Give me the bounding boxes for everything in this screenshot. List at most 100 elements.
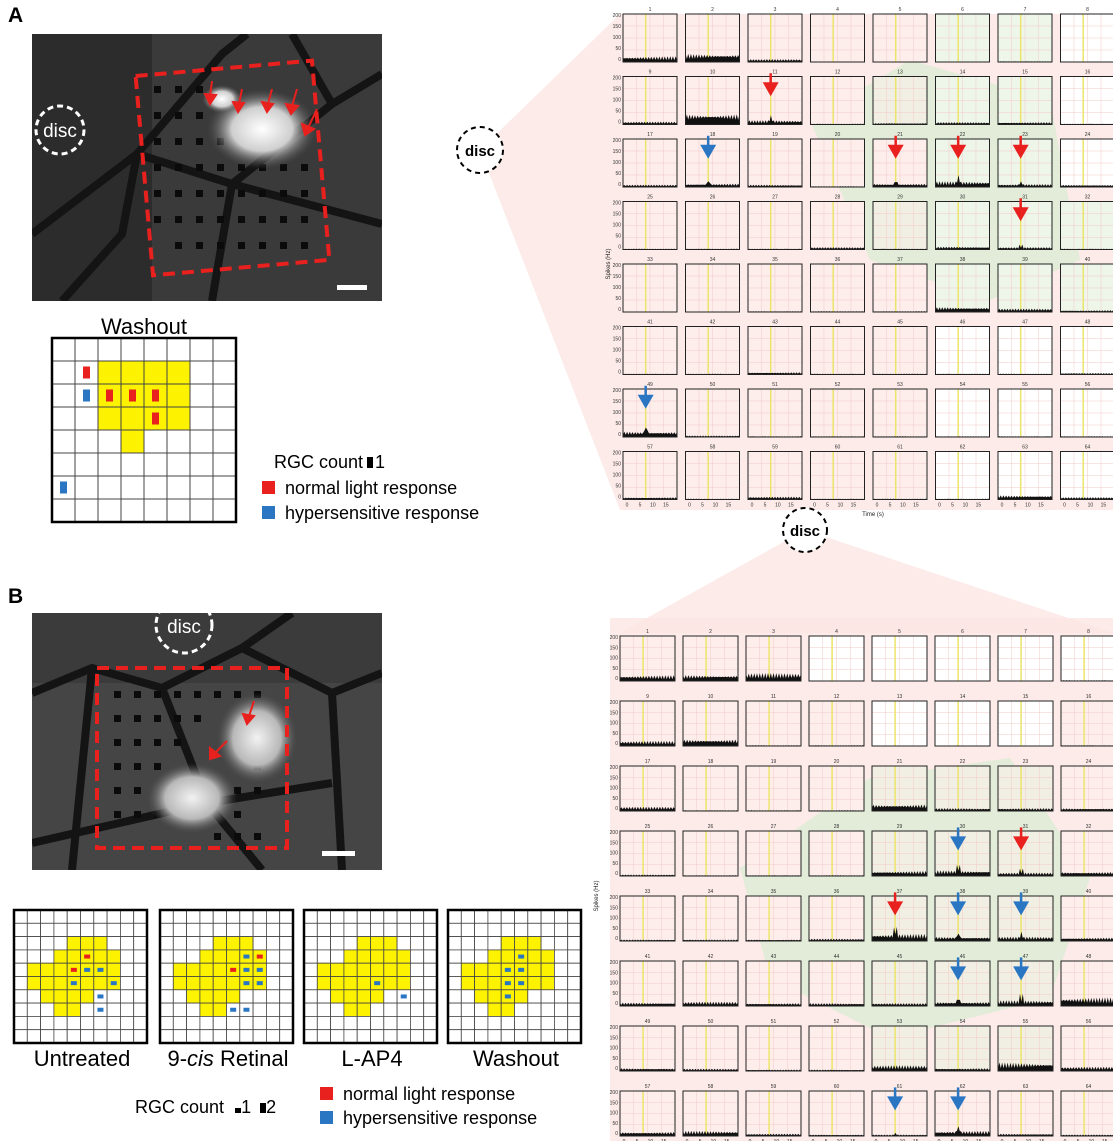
grid-cell	[567, 989, 582, 1004]
blue-arrow-icon	[637, 394, 654, 409]
grid-cell	[316, 936, 332, 951]
grid-cell	[410, 949, 425, 964]
grid-cell	[189, 406, 214, 431]
mea-channel-64: 64	[1060, 445, 1113, 500]
panel-a-scale-bar	[337, 285, 367, 290]
channel-border	[685, 201, 740, 250]
mea-channel-10: 10	[685, 70, 740, 125]
grid-cell	[487, 1002, 502, 1017]
x-tick-label: 5	[1014, 503, 1017, 509]
mea-channel-2: 2	[685, 7, 740, 63]
mea-channel-5: 5	[871, 629, 928, 682]
grid-cell	[316, 1002, 332, 1017]
channel-border	[685, 263, 740, 313]
mea-channel-30: 30	[935, 195, 990, 250]
spike-histogram	[998, 993, 1053, 1006]
mea-channel-23: 23	[997, 759, 1054, 812]
grid-cell	[330, 1002, 345, 1017]
grid-cell	[51, 383, 76, 408]
channel-number: 33	[647, 257, 653, 263]
channel-border	[685, 13, 740, 63]
y-tick-label: 100	[610, 851, 619, 857]
channel-number: 18	[708, 759, 714, 765]
grid-cell	[80, 1002, 95, 1017]
y-tick-label: 100	[613, 35, 622, 41]
x-tick-label: 15	[850, 1139, 856, 1141]
channel-border	[682, 700, 739, 747]
grid-cell	[527, 909, 542, 924]
grid-cell	[500, 1029, 515, 1044]
x-tick-label: 5	[951, 1139, 954, 1141]
mea-channel-8: 8	[1060, 7, 1113, 63]
mea-channel-56: 56	[1060, 1019, 1113, 1072]
channel-number: 28	[834, 824, 840, 830]
grid-cell	[166, 429, 191, 454]
channel-number: 47	[1022, 320, 1028, 326]
mea-channel-61: 61	[871, 1084, 928, 1137]
mea-channel-29: 29	[872, 195, 928, 250]
spike-histogram	[935, 933, 990, 941]
grid-cell	[166, 406, 191, 431]
grid-cell	[93, 909, 108, 924]
grid-cell	[383, 936, 398, 951]
grid-cell	[166, 498, 191, 523]
grid-cell	[53, 949, 68, 964]
channel-border	[747, 451, 803, 500]
grid-cell	[410, 936, 425, 951]
y-tick-label: 100	[613, 473, 622, 479]
grid-cell	[447, 962, 462, 977]
channel-number: 52	[835, 382, 841, 388]
grid-cell	[356, 976, 371, 991]
grid-cell	[279, 962, 294, 977]
y-tick-label: 0	[618, 307, 621, 313]
grid-cell	[279, 1002, 294, 1017]
channel-border	[747, 326, 803, 375]
grid-cell	[106, 1016, 121, 1031]
grid-cell	[172, 1029, 188, 1044]
channel-border	[619, 895, 676, 942]
grid-cell	[460, 962, 476, 977]
grid-cell	[316, 1029, 332, 1044]
channel-number: 43	[772, 320, 778, 326]
mea-channel-4: 4	[810, 7, 865, 63]
grid-cell	[316, 949, 332, 964]
channel-border	[622, 263, 678, 313]
grid-cell	[474, 1002, 489, 1017]
mea-channel-19: 19	[745, 759, 802, 812]
spike-histogram	[746, 1003, 801, 1006]
y-tick-label: 150	[610, 970, 619, 976]
channel-number: 41	[647, 320, 653, 326]
grid-cell	[80, 1016, 95, 1031]
panel-a-dashed-box	[133, 58, 332, 278]
grid-cell	[410, 989, 425, 1004]
grid-cell	[500, 1002, 515, 1017]
channel-number: 59	[772, 445, 778, 451]
grid-cell	[13, 1016, 28, 1031]
grid-cell	[106, 962, 121, 977]
channel-number: 44	[835, 320, 841, 326]
y-axis-label: Spikes (Hz)	[606, 248, 612, 279]
grid-cell	[212, 1029, 227, 1044]
hypersensitive-response-mark	[400, 994, 407, 999]
grid-cell	[159, 962, 174, 977]
grid-cell	[527, 949, 542, 964]
grid-cell	[13, 949, 28, 964]
grid-cell	[527, 1029, 542, 1044]
x-tick-label: 0	[875, 1139, 878, 1141]
mea-channel-54: 54	[934, 1019, 991, 1072]
channel-number: 5	[898, 629, 901, 635]
mea-channel-1: 1	[619, 629, 676, 682]
panel-b-disc-circle	[154, 613, 214, 655]
channel-border	[934, 1090, 991, 1137]
channel-border	[745, 700, 802, 747]
grid-cell	[26, 1002, 42, 1017]
grid-cell	[487, 962, 502, 977]
grid-cell	[212, 475, 237, 500]
mea-channel-43: 43	[745, 954, 802, 1007]
grid-cell	[26, 909, 42, 924]
grid-cell	[540, 909, 555, 924]
channel-border	[935, 76, 990, 125]
spike-histogram	[998, 931, 1053, 941]
spike-histogram	[1061, 808, 1113, 811]
grid-cell	[540, 962, 555, 977]
